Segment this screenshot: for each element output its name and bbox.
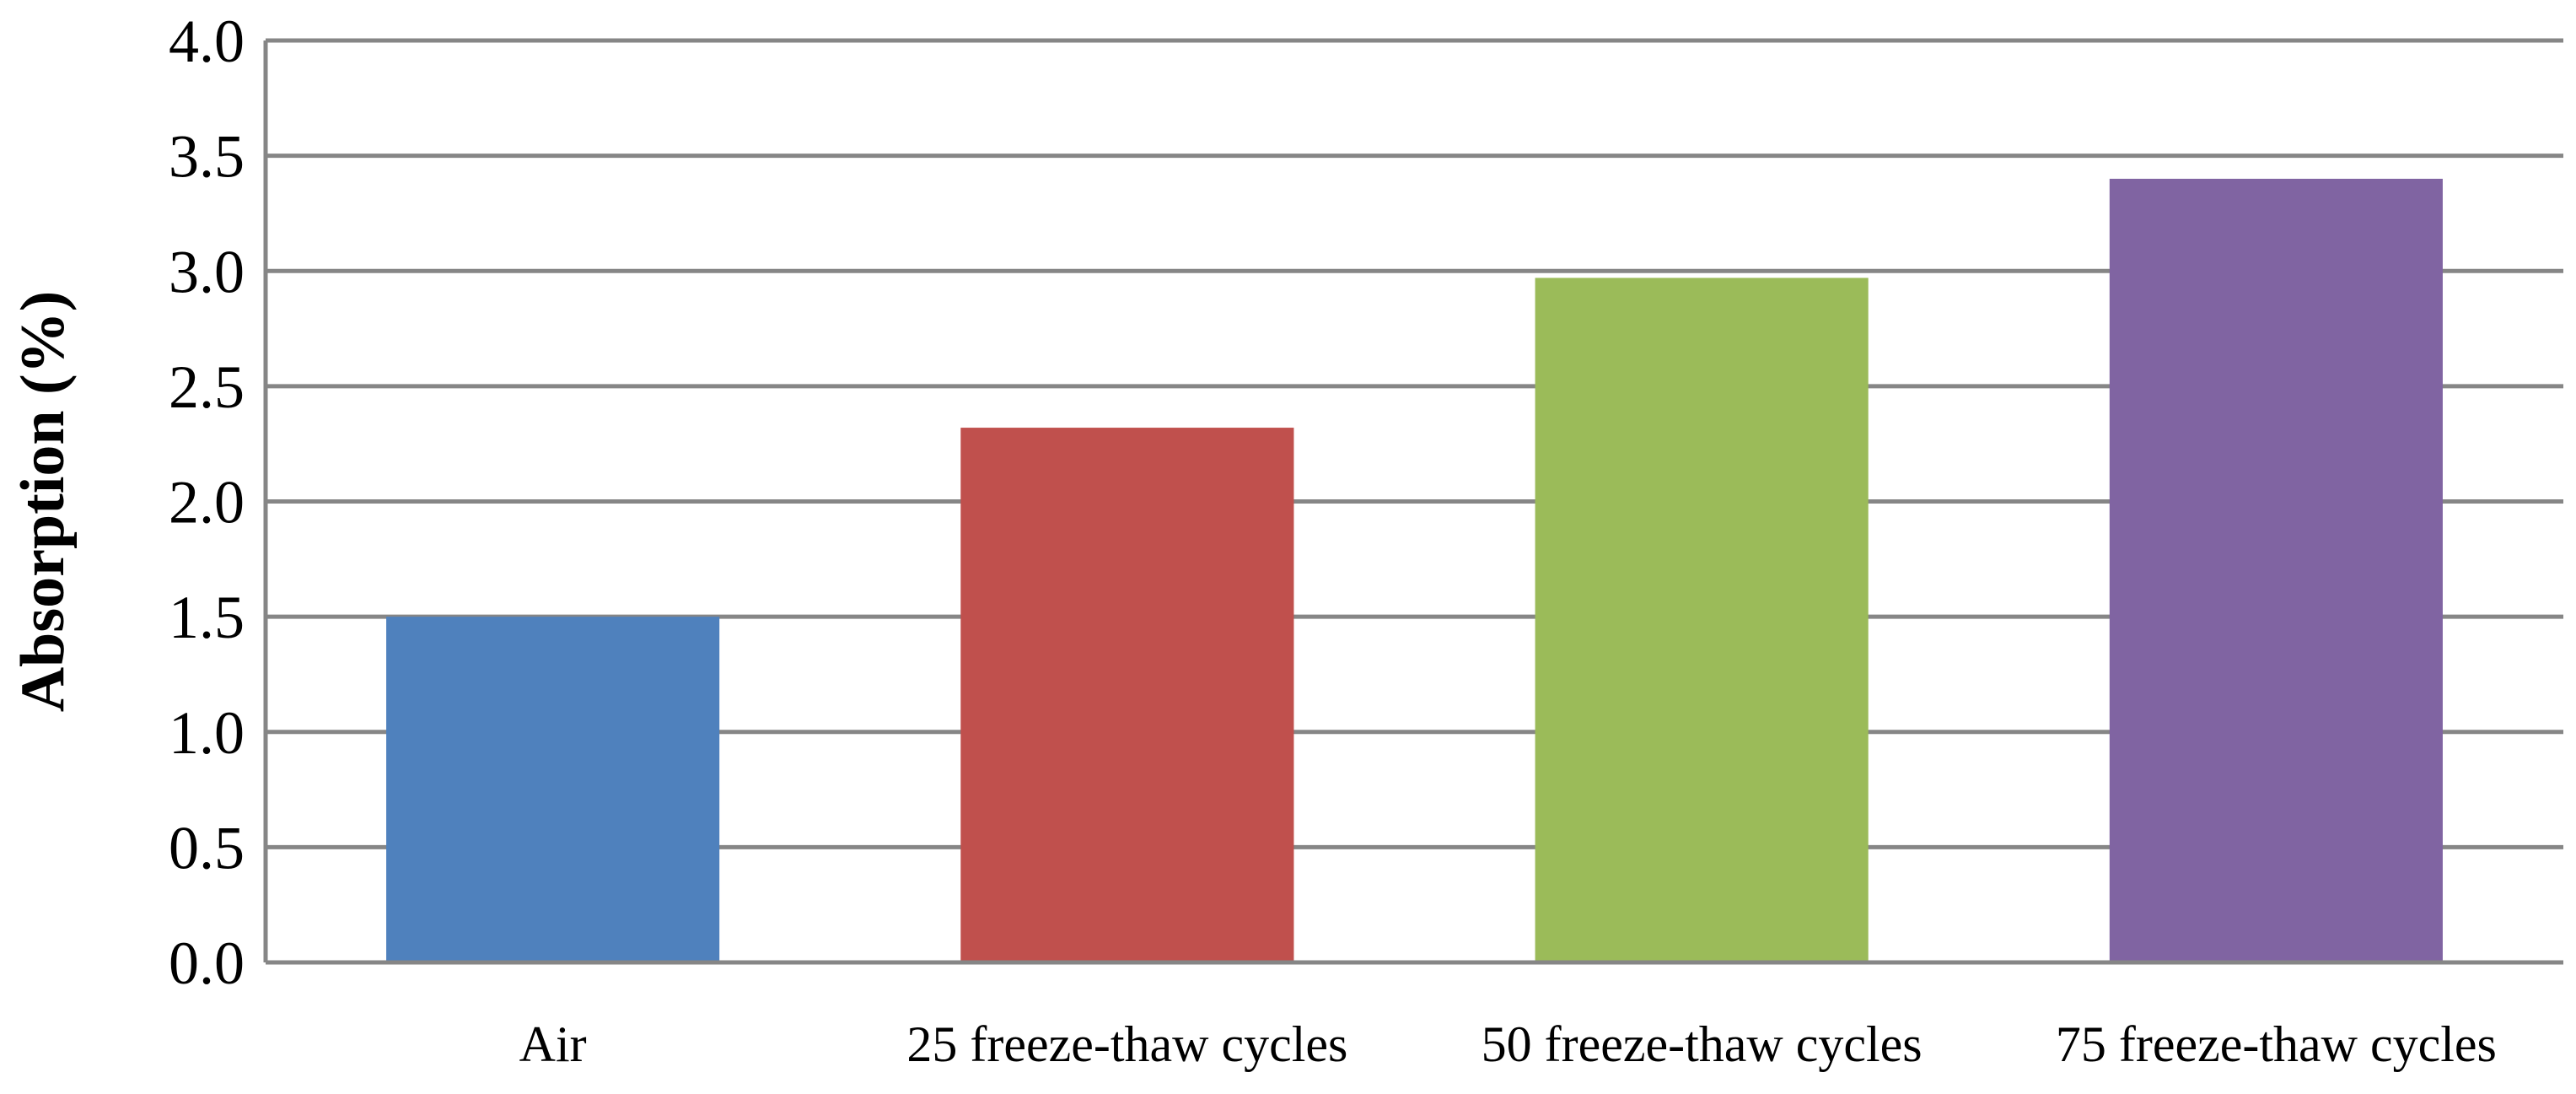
bar-2 — [960, 428, 1294, 962]
y-tick-label: 0.5 — [169, 814, 245, 881]
bars — [386, 178, 2443, 962]
x-category-label: 25 freeze-thaw cycles — [906, 1016, 1347, 1072]
y-tick-label: 2.5 — [169, 353, 245, 421]
x-category-labels: Air 25 freeze-thaw cycles 50 freeze-thaw c… — [519, 1016, 2497, 1072]
y-tick-label: 3.0 — [169, 238, 245, 305]
y-tick-label: 0.0 — [169, 930, 245, 997]
y-tick-labels: 0.0 0.5 1.0 1.5 2.0 2.5 3.0 3.5 4.0 — [169, 8, 245, 997]
x-category-label: 50 freeze-thaw cycles — [1482, 1016, 1923, 1072]
y-tick-label: 2.0 — [169, 469, 245, 536]
axes — [263, 40, 2563, 965]
bar-4 — [2109, 178, 2443, 962]
y-axis-title: Absorption (%) — [8, 291, 78, 713]
x-category-label: Air — [519, 1016, 587, 1072]
y-tick-label: 4.0 — [169, 8, 245, 75]
bar-1 — [386, 617, 720, 962]
y-tick-label: 3.5 — [169, 123, 245, 191]
bar-3 — [1535, 278, 1869, 962]
y-tick-label: 1.0 — [169, 699, 245, 767]
y-tick-label: 1.5 — [169, 584, 245, 651]
x-category-label: 75 freeze-thaw cycles — [2056, 1016, 2497, 1072]
